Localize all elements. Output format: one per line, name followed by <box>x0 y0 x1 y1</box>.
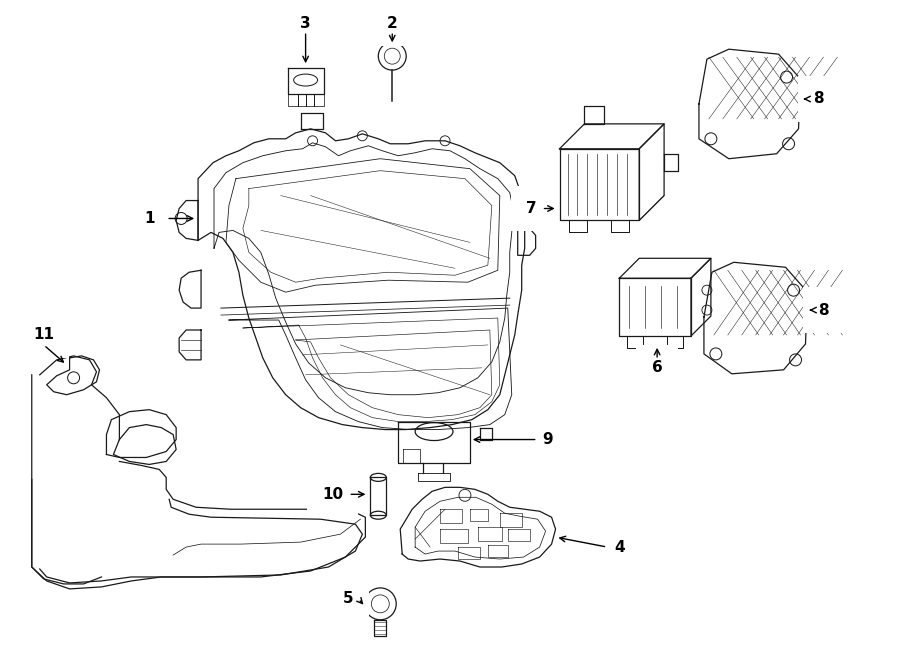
Ellipse shape <box>370 511 386 519</box>
Text: 6: 6 <box>652 360 662 375</box>
Ellipse shape <box>370 473 386 481</box>
Text: 10: 10 <box>322 486 343 502</box>
Text: 11: 11 <box>33 327 54 342</box>
Text: 2: 2 <box>387 16 398 31</box>
Text: 9: 9 <box>543 432 553 447</box>
Text: 7: 7 <box>526 201 537 216</box>
Text: 1: 1 <box>144 211 155 226</box>
Text: 8: 8 <box>813 91 824 106</box>
Text: 3: 3 <box>301 16 310 31</box>
Text: 4: 4 <box>614 539 625 555</box>
Text: 5: 5 <box>343 592 354 606</box>
Text: 8: 8 <box>818 303 829 317</box>
